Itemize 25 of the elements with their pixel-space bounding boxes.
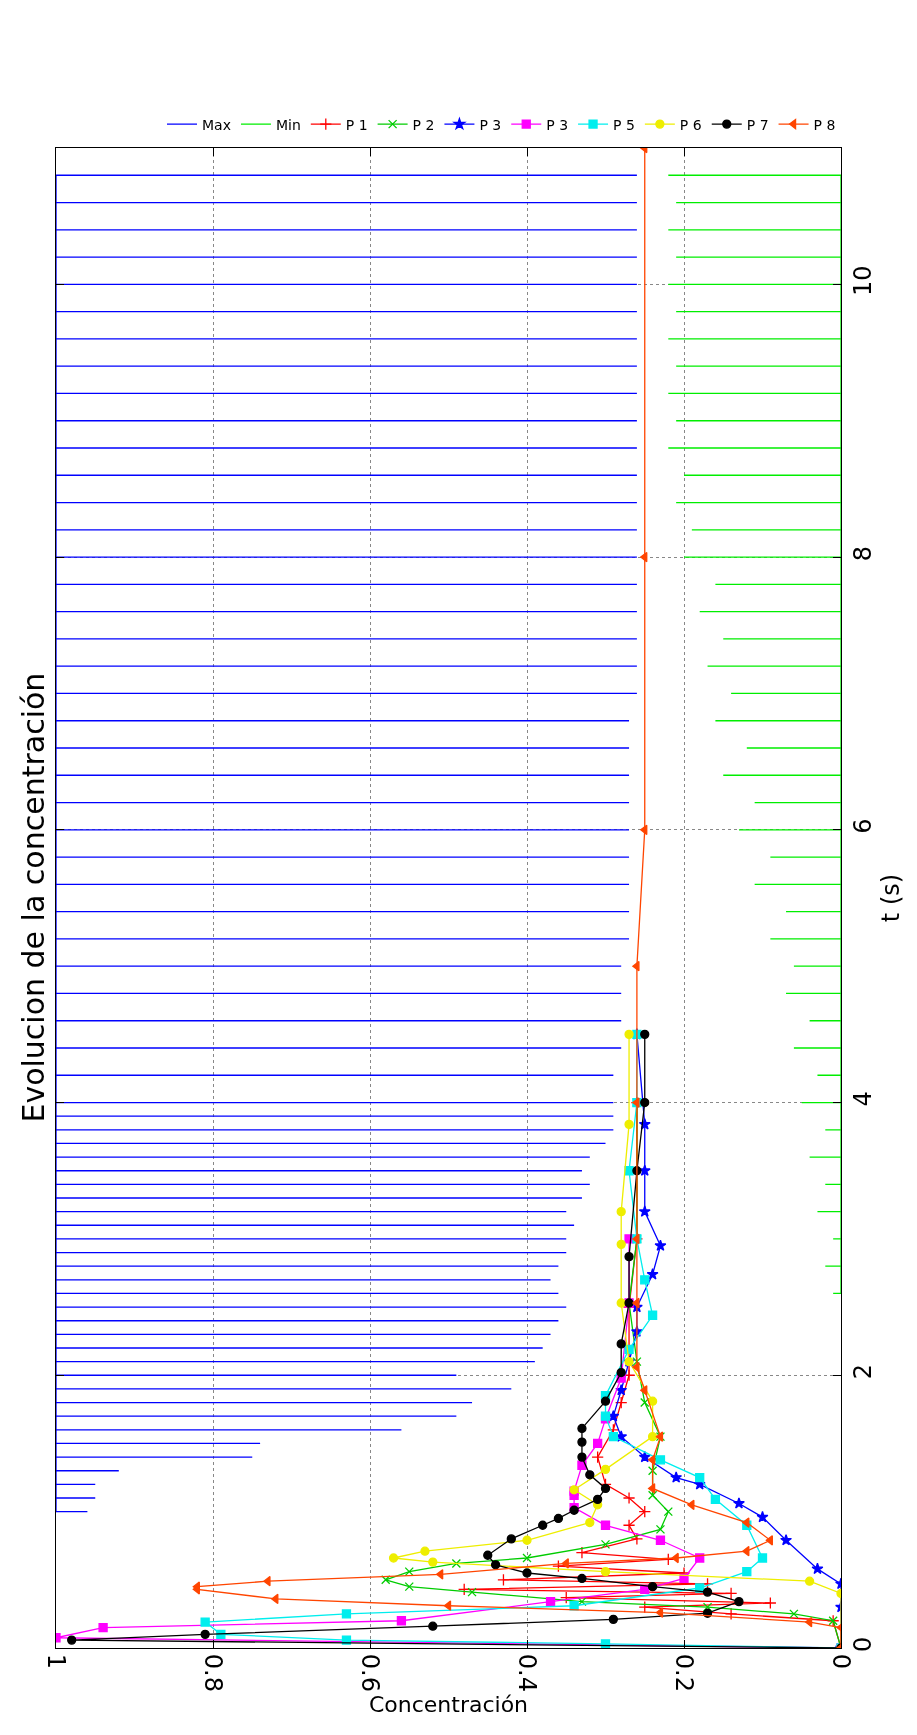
legend-label: P 5 (613, 116, 635, 133)
y-tick-label: 2 (848, 1364, 877, 1380)
x-tick-label: 0.4 (513, 1653, 542, 1692)
x-tick-label: 1 (42, 1653, 71, 1670)
x-axis-title: Concentración (368, 1691, 529, 1717)
y-axis-title: t (s) (877, 873, 906, 923)
legend-label: P 8 (813, 116, 836, 133)
legend-label: P 1 (345, 116, 368, 133)
legend-label: P 3 (479, 116, 502, 133)
text: Evolucion de la concentración (15, 672, 51, 1123)
y-tick-label: 8 (848, 545, 877, 562)
legend-label: Min (275, 116, 301, 133)
x-tick-label: 0.2 (670, 1653, 699, 1692)
y-tick-label: 4 (848, 1091, 877, 1107)
x-tick-label: 0.6 (356, 1653, 385, 1692)
y-tick-label: 10 (848, 265, 877, 297)
legend-label: P 3 (546, 116, 569, 133)
legend-label: P 2 (412, 116, 435, 133)
x-tick-label: 0.8 (199, 1653, 228, 1692)
legend-label: Max (202, 116, 231, 133)
y-tick-label: 6 (848, 818, 877, 834)
legend-label: P 7 (746, 116, 769, 133)
legend-label: P 6 (679, 116, 702, 133)
x-tick-label: 0 (827, 1653, 856, 1670)
y-tick-label: 0 (848, 1636, 877, 1653)
